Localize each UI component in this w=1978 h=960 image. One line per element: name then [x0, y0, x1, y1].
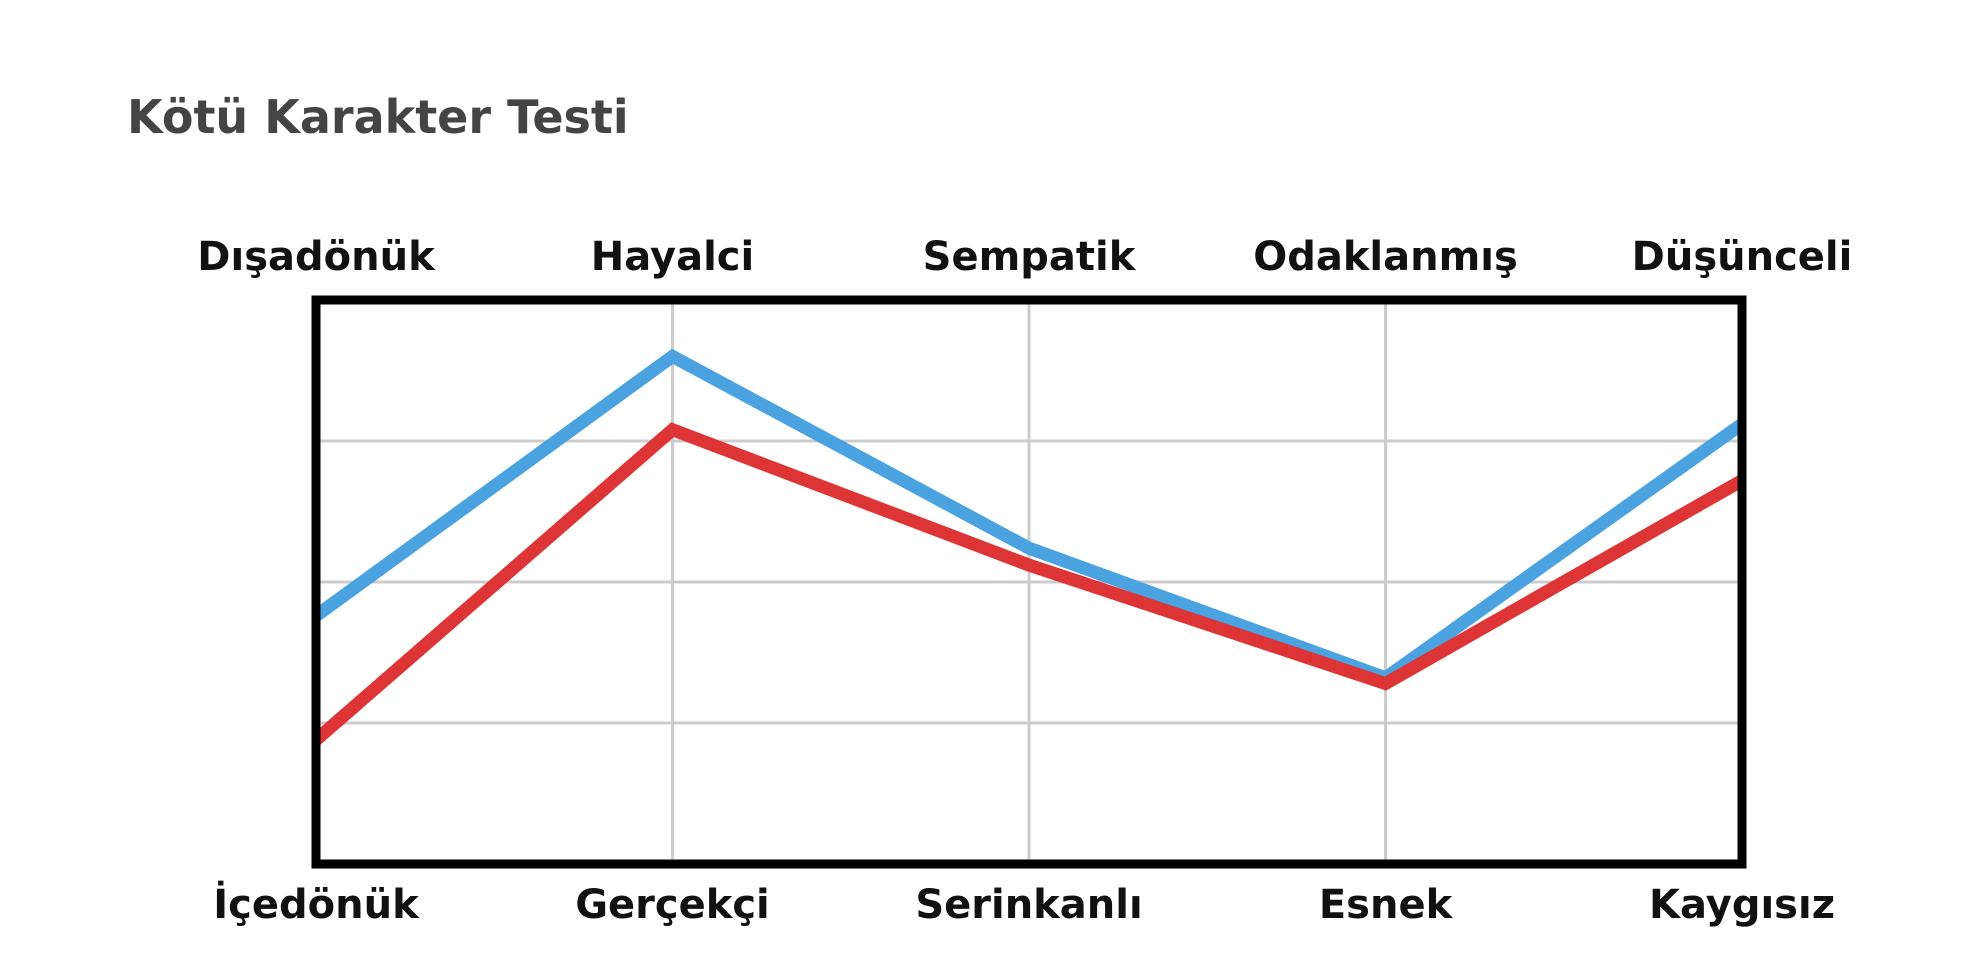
bottom-trait-labels: İçedönük Gerçekçi Serinkanlı Esnek Kaygısız	[213, 880, 1835, 928]
bottom-trait-label: Serinkanlı	[915, 882, 1142, 928]
top-trait-label: Düşünceli	[1632, 234, 1853, 280]
bottom-trait-label: Gerçekçi	[575, 882, 770, 928]
series-line-1	[316, 348, 1742, 686]
bottom-trait-label: Kaygısız	[1649, 882, 1835, 928]
chart-title: Kötü Karakter Testi	[127, 90, 629, 144]
series-line-2	[316, 422, 1742, 745]
top-trait-labels: Dışadönük Hayalci Sempatik Odaklanmış Düşünc…	[197, 234, 1852, 280]
plot-frame	[311, 295, 1747, 869]
bottom-trait-label: İçedönük	[213, 880, 420, 928]
top-trait-label: Sempatik	[923, 234, 1137, 280]
bottom-trait-label: Esnek	[1319, 882, 1454, 928]
top-trait-label: Dışadönük	[197, 234, 436, 280]
top-trait-label: Odaklanmış	[1253, 234, 1518, 280]
top-trait-label: Hayalci	[591, 234, 754, 280]
series-lines	[316, 348, 1742, 745]
